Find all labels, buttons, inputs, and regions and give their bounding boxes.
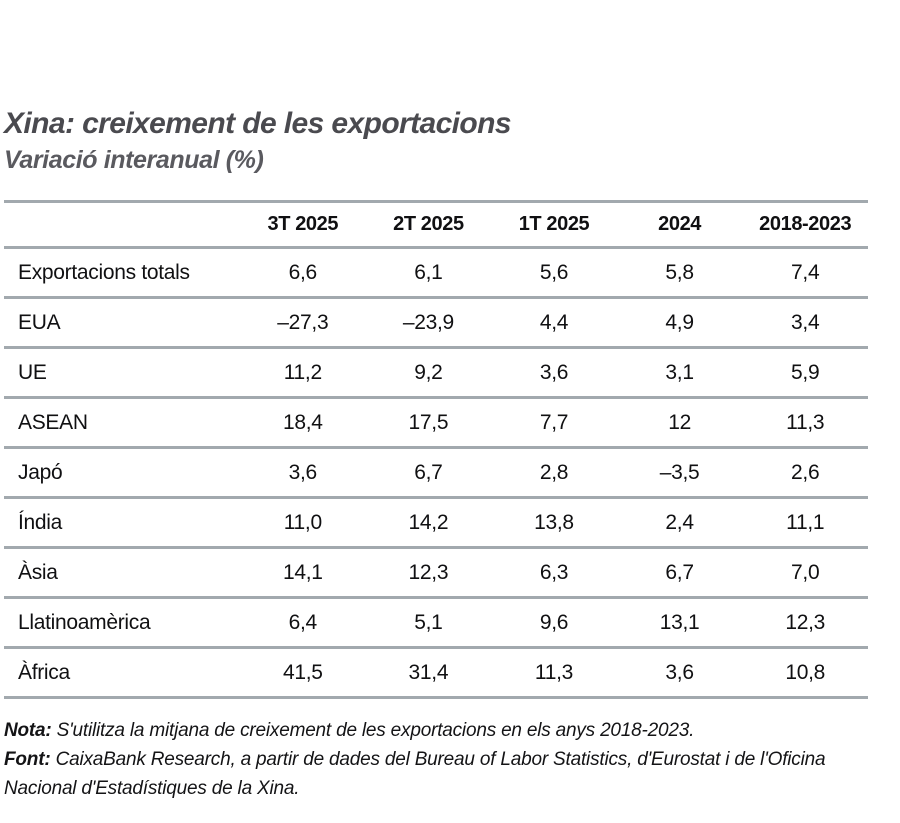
value-cell: 11,2	[240, 347, 366, 399]
value-cell: 5,8	[616, 247, 743, 299]
value-cell: 5,1	[365, 597, 492, 649]
value-cell: 7,7	[491, 397, 617, 449]
value-cell: 11,3	[534, 660, 574, 684]
row-label: Àsia	[4, 547, 240, 599]
value-cell: 9,2	[365, 347, 492, 399]
value-cell: 12,3	[742, 597, 868, 649]
value-cell: 12,3	[365, 547, 492, 599]
column-header: 3T 2025	[240, 201, 366, 249]
value-cell: 11,3	[742, 397, 868, 449]
table-row: Àsia 14,1 12,3 6,3 6,7 7,0	[4, 547, 868, 599]
value-cell: 6,6	[240, 247, 366, 299]
row-label: UE	[4, 347, 240, 399]
column-header: 1T 2025	[491, 201, 617, 249]
value-cell: 3,4	[742, 297, 868, 349]
table-row: Llatinoamèrica 6,4 5,1 9,6 13,1 12,3	[4, 597, 868, 649]
value-cell: –23,9	[365, 297, 492, 349]
value-cell: –3,5	[616, 447, 743, 499]
table-row: Àfrica 41,5 31,4 11,3 3,6 10,8	[4, 648, 868, 698]
value-cell: 2,8	[491, 447, 617, 499]
table-row: ASEAN 18,4 17,5 7,7 12 11,3	[4, 397, 868, 449]
value-cell: 6,3	[491, 547, 617, 599]
value-cell: 10,8	[785, 660, 826, 684]
value-cell: 3,6	[491, 347, 617, 399]
table-row: EUA –27,3 –23,9 4,4 4,9 3,4	[4, 297, 868, 349]
value-cell: 4,9	[616, 297, 743, 349]
row-label: Índia	[4, 497, 240, 549]
value-cell: 6,4	[240, 597, 366, 649]
note-text: S'utilitza la mitjana de creixement de l…	[51, 720, 695, 741]
value-cell: 3,6	[240, 447, 366, 499]
value-cell: 13,1	[616, 597, 743, 649]
value-cell: 5,6	[491, 247, 617, 299]
table-row: Exportacions totals 6,6 6,1 5,6 5,8 7,4	[4, 247, 868, 299]
value-cell: 6,7	[616, 547, 743, 599]
value-cell: 3,1	[616, 347, 743, 399]
corner-cell	[4, 201, 240, 249]
page-title: Xina: creixement de les exportacions	[4, 107, 512, 140]
value-cell: –27,3	[240, 297, 366, 349]
note-label: Nota:	[4, 720, 52, 741]
value-cell: 7,0	[742, 547, 868, 599]
value-cell: 3,6	[665, 660, 694, 684]
value-cell: 18,4	[240, 397, 366, 449]
row-label: Exportacions totals	[4, 247, 240, 299]
value-cell: 6,7	[365, 447, 492, 499]
table-header: 3T 2025 2T 2025 1T 2025 2024 2018-2023	[4, 201, 868, 249]
column-header: 2024	[616, 201, 743, 249]
table-row: Japó 3,6 6,7 2,8 –3,5 2,6	[4, 447, 868, 499]
row-label: Japó	[4, 447, 240, 499]
value-cell: 4,4	[491, 297, 617, 349]
table-row: Índia 11,0 14,2 13,8 2,4 11,1	[4, 497, 868, 549]
value-cell: 2,6	[742, 447, 868, 499]
header-row: 3T 2025 2T 2025 1T 2025 2024 2018-2023	[4, 201, 868, 249]
row-label: ASEAN	[4, 397, 240, 449]
column-header: 2T 2025	[365, 201, 492, 249]
value-cell: 5,9	[742, 347, 868, 399]
value-cell: 11,1	[742, 497, 868, 549]
row-label: Llatinoamèrica	[4, 597, 240, 649]
source-text: CaixaBank Research, a partir de dades de…	[4, 749, 826, 799]
value-cell: 11,0	[240, 497, 366, 549]
value-cell: 14,2	[365, 497, 492, 549]
value-cell: 31,4	[408, 660, 449, 684]
value-cell: 14,1	[240, 547, 366, 599]
note-line: Nota: S'utilitza la mitjana de creixemen…	[4, 716, 868, 745]
value-cell: 7,4	[742, 247, 868, 299]
footer-notes: Nota: S'utilitza la mitjana de creixemen…	[4, 716, 868, 803]
value-cell: 12	[616, 397, 743, 449]
table-body: Exportacions totals 6,6 6,1 5,6 5,8 7,4 EUA –27…	[4, 247, 868, 698]
row-label: EUA	[4, 297, 240, 349]
source-line: Font: CaixaBank Research, a partir de da…	[4, 745, 868, 803]
source-label: Font:	[4, 749, 51, 770]
value-cell: 17,5	[365, 397, 492, 449]
value-cell: 9,6	[491, 597, 617, 649]
row-label: Àfrica	[18, 660, 70, 684]
value-cell: 2,4	[616, 497, 743, 549]
table-row: UE 11,2 9,2 3,6 3,1 5,9	[4, 347, 868, 399]
column-header: 2018-2023	[742, 201, 868, 249]
value-cell: 41,5	[282, 660, 323, 684]
figure-container: Xina: creixement de les exportacions Var…	[4, 107, 868, 803]
value-cell: 6,1	[365, 247, 492, 299]
data-table: 3T 2025 2T 2025 1T 2025 2024 2018-2023 Expor…	[4, 200, 868, 699]
page-subtitle: Variació interanual (%)	[4, 146, 264, 174]
value-cell: 13,8	[491, 497, 617, 549]
